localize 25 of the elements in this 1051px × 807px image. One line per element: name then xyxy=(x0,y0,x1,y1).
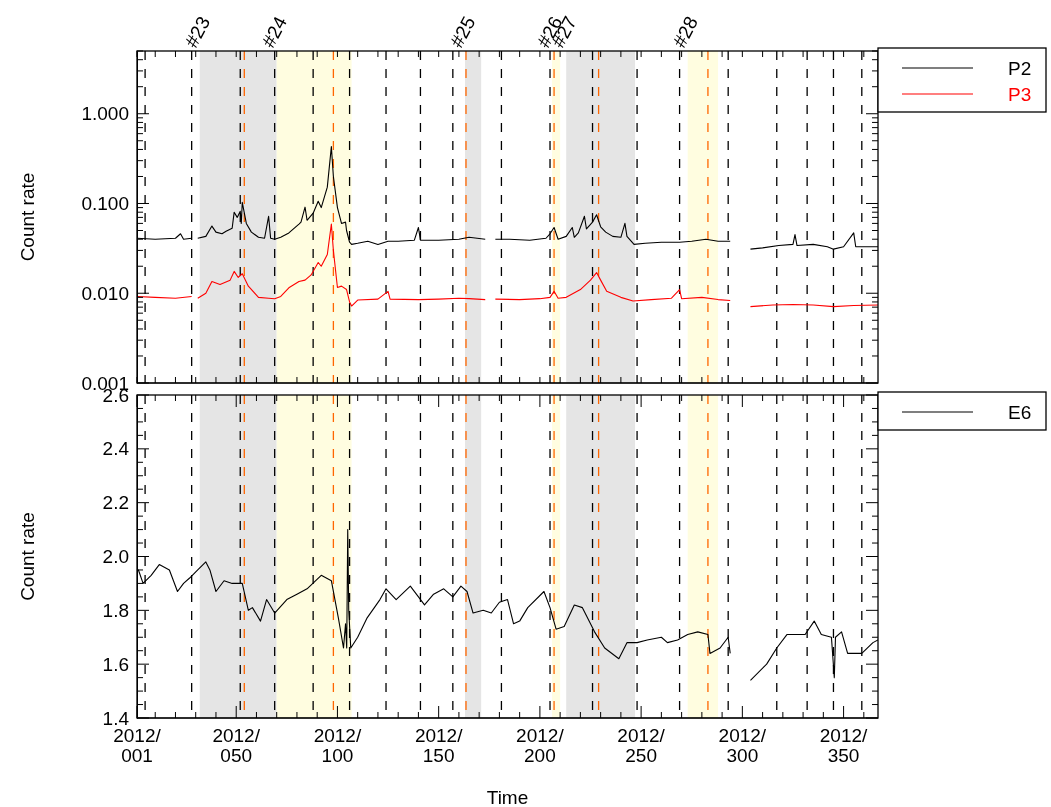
x-tick-label: 2012/350 xyxy=(819,725,869,766)
y-axis-title: Count rate xyxy=(17,512,38,601)
x-tick-label: 2012/150 xyxy=(414,725,464,766)
x-tick-label: 2012/100 xyxy=(313,725,362,766)
x-tick-label: 2012/300 xyxy=(718,725,767,766)
x-tick-label: 2012/200 xyxy=(516,725,565,766)
legend-label: P3 xyxy=(1008,83,1032,105)
y-tick-label: 1.000 xyxy=(81,103,129,125)
legend-label: P2 xyxy=(1008,57,1032,79)
y-tick-label: 0.010 xyxy=(81,282,129,304)
x-axis-title: Time xyxy=(486,787,529,807)
y-tick-label: 1.8 xyxy=(102,599,129,621)
legend-label: E6 xyxy=(1008,401,1032,423)
y-tick-label: 2.2 xyxy=(102,492,129,514)
y-tick-label: 0.100 xyxy=(81,193,129,215)
band-label: #24 xyxy=(257,12,292,51)
y-tick-label: 1.6 xyxy=(102,653,129,675)
band-label: #28 xyxy=(668,13,703,51)
y-tick-label: 2.0 xyxy=(102,546,129,568)
x-tick-label: 2012/250 xyxy=(617,725,666,766)
band-label: #23 xyxy=(180,13,215,51)
y-axis-title: Count rate xyxy=(17,172,38,262)
band-label: #25 xyxy=(445,13,480,51)
x-tick-label: 2012/050 xyxy=(212,725,261,766)
y-tick-label: 2.4 xyxy=(102,438,130,460)
